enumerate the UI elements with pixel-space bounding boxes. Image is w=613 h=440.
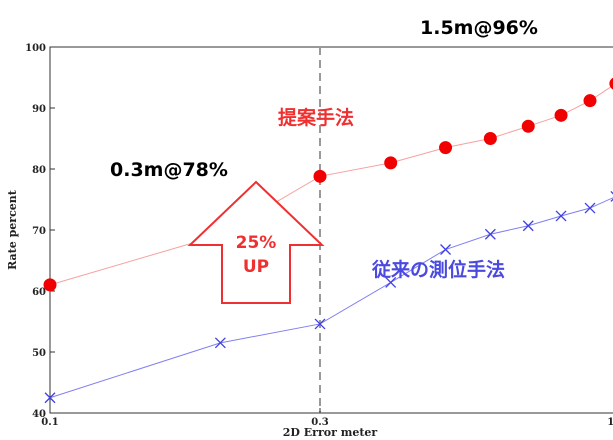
data-point-conventional <box>440 244 452 255</box>
series-line-conventional <box>49 197 613 399</box>
legend-label-conventional: 従来の測位手法 <box>371 258 505 281</box>
data-point-proposed <box>439 141 453 155</box>
data-point-proposed <box>43 278 57 292</box>
data-point-proposed <box>554 108 568 122</box>
arrow-label-up: UP <box>243 257 269 277</box>
data-point-proposed <box>609 77 613 90</box>
x-tick-label: 1.0 <box>607 417 613 428</box>
plot-frame <box>49 46 613 414</box>
data-point-conventional <box>484 228 496 240</box>
annotation-0.3m-78: 0.3m@78% <box>110 159 228 181</box>
x-tick-label: 0.1 <box>41 417 58 428</box>
data-point-conventional <box>385 277 397 288</box>
legend-label-proposed: 提案手法 <box>278 106 354 129</box>
data-point-proposed <box>384 156 398 170</box>
reference-lines <box>319 47 321 413</box>
y-tick-label: 50 <box>32 348 46 359</box>
x-axis: 0.10.31.01.5 <box>41 408 613 428</box>
x-tick-label: 0.3 <box>311 417 328 428</box>
y-tick-label: 100 <box>25 43 46 54</box>
arrow-label-percent: 25% <box>236 233 277 253</box>
data-point-proposed <box>483 132 497 145</box>
y-axis: 40 50 60 70 80 90 100 <box>25 43 55 420</box>
data-point-conventional <box>555 210 567 222</box>
data-point-conventional <box>214 337 226 349</box>
y-tick-label: 90 <box>32 104 46 115</box>
data-point-proposed <box>583 94 597 108</box>
y-tick-label: 80 <box>32 165 46 176</box>
y-tick-label: 40 <box>32 409 46 420</box>
data-point-conventional <box>522 220 534 232</box>
x-axis-title: 2D Error meter <box>283 426 378 439</box>
data-point-conventional <box>44 392 56 404</box>
data-point-conventional <box>584 202 596 214</box>
annotation-1.5m-96: 1.5m@96% <box>420 17 538 39</box>
improvement-arrow <box>187 180 325 304</box>
y-axis-title: Rate percent <box>6 189 19 270</box>
data-point-proposed <box>521 119 535 133</box>
y-tick-label: 70 <box>32 226 46 237</box>
data-point-proposed <box>313 169 327 183</box>
series-line-proposed <box>49 84 613 286</box>
y-tick-label: 60 <box>32 287 46 298</box>
series-layer <box>43 77 613 404</box>
data-point-conventional <box>314 318 326 330</box>
